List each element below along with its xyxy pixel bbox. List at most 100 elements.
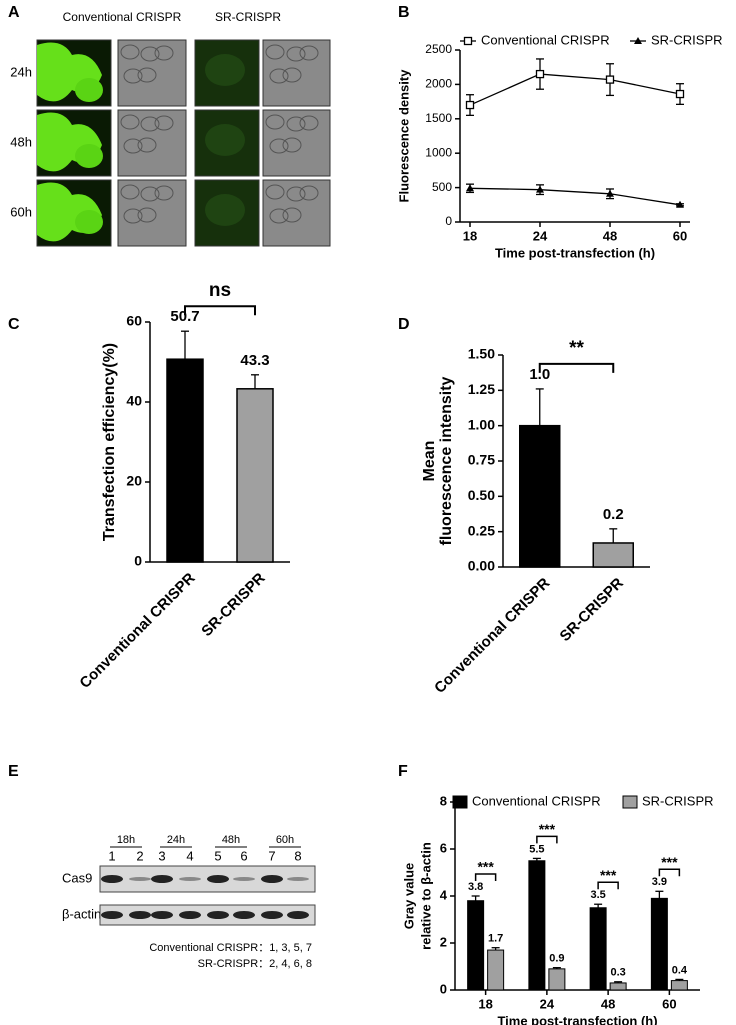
value-label: 0.4 [672, 964, 688, 976]
fluorescent-cell [75, 210, 103, 234]
cell-outline [286, 116, 306, 132]
band [261, 911, 283, 919]
band [233, 911, 255, 919]
y-tick-label: 1.25 [468, 381, 495, 397]
x-tick-label: Conventional CRISPR [76, 570, 198, 692]
y-tick-label: 1.50 [468, 346, 495, 362]
timepoint-label: 18h [117, 834, 135, 846]
timepoint-label: 60h [276, 834, 294, 846]
y-tick-label: 20 [126, 473, 142, 489]
micrograph [262, 39, 331, 107]
lane-number: 2 [136, 848, 143, 863]
value-label: 50.7 [170, 308, 199, 325]
cell-outline [269, 68, 289, 84]
bar [519, 424, 561, 568]
cell-outline [269, 138, 289, 154]
band [151, 875, 173, 883]
y-tick-label: 0.25 [468, 522, 495, 538]
cell-outline [299, 115, 319, 131]
panel-label: B [398, 4, 410, 21]
blot-label: β-actin [62, 906, 101, 921]
cell-outline [282, 137, 302, 153]
micrograph [117, 109, 187, 177]
significance-bracket [538, 362, 615, 373]
x-tick-label: 18 [463, 228, 477, 243]
band [129, 911, 151, 919]
y-tick-label: 1000 [425, 145, 452, 159]
lane-number: 6 [240, 848, 247, 863]
y-tick-label: 2 [440, 934, 447, 949]
y-tick-label: 1500 [425, 111, 452, 125]
value-label: 0.3 [610, 967, 625, 979]
cell-outline [123, 68, 143, 84]
cell-outline [140, 186, 160, 202]
y-tick-label: 0 [440, 981, 447, 996]
cell-outline [154, 185, 174, 201]
bar [589, 907, 607, 991]
significance-label: ** [569, 338, 584, 359]
micrograph [117, 39, 187, 107]
y-axis-label: Gray value [401, 863, 416, 930]
cell-outline [299, 45, 319, 61]
y-tick-label: 0.75 [468, 452, 495, 468]
bar [670, 980, 688, 991]
marker [675, 89, 685, 99]
value-label: 1.0 [529, 366, 550, 383]
significance-bracket [536, 835, 558, 844]
x-tick-label: 60 [662, 996, 676, 1011]
lane-number: 3 [158, 848, 165, 863]
band [101, 875, 123, 883]
bar [609, 982, 627, 991]
cell-outline [140, 46, 160, 62]
cell-outline [265, 44, 285, 60]
y-tick-label: 8 [440, 793, 447, 808]
band [101, 911, 123, 919]
column-title: SR-CRISPR [215, 10, 281, 24]
significance-label: *** [661, 854, 678, 870]
cell-outline [120, 184, 140, 200]
x-tick-label: SR-CRISPR [557, 575, 627, 645]
y-tick-label: 40 [126, 393, 142, 409]
fluorescent-cell [75, 78, 103, 102]
marker [535, 69, 545, 79]
legend-label: SR-CRISPR [642, 793, 714, 808]
fluorescent-cell [75, 144, 103, 168]
x-tick-label: 60 [673, 228, 687, 243]
line [469, 187, 681, 206]
y-tick-label: 0 [445, 214, 452, 228]
value-label: 0.9 [549, 953, 564, 965]
cell-outline [282, 67, 302, 83]
value-label: 5.5 [529, 843, 544, 855]
band [233, 877, 255, 881]
significance-bracket [597, 881, 619, 890]
band [179, 911, 201, 919]
cell-outline [140, 116, 160, 132]
value-label: 43.3 [240, 352, 269, 369]
lane-number: 5 [214, 848, 221, 863]
micrograph [262, 109, 331, 177]
bar [236, 388, 274, 563]
cell-outline [269, 208, 289, 224]
cell-outline [120, 44, 140, 60]
bar [548, 968, 566, 991]
bar [592, 542, 634, 568]
x-tick-label: 24 [533, 228, 548, 243]
row-label: 60h [10, 204, 32, 219]
y-axis-label: Mean [421, 441, 438, 482]
y-axis-label: Transfection efficiency(%) [101, 343, 118, 541]
lane-number: 8 [294, 848, 301, 863]
value-label: 0.2 [603, 506, 624, 523]
y-tick-label: 2500 [425, 42, 452, 56]
band [207, 911, 229, 919]
bar [487, 949, 505, 991]
value-label: 1.7 [488, 933, 503, 945]
y-axis-label: fluorescence intensity [438, 376, 455, 545]
faint-cell [205, 54, 245, 86]
panel-label: F [398, 763, 408, 780]
x-tick-label: 48 [601, 996, 615, 1011]
y-tick-label: 500 [432, 180, 452, 194]
significance-label: *** [539, 821, 556, 837]
band [151, 911, 173, 919]
legend-swatch [622, 795, 638, 809]
cell-outline [123, 208, 143, 224]
